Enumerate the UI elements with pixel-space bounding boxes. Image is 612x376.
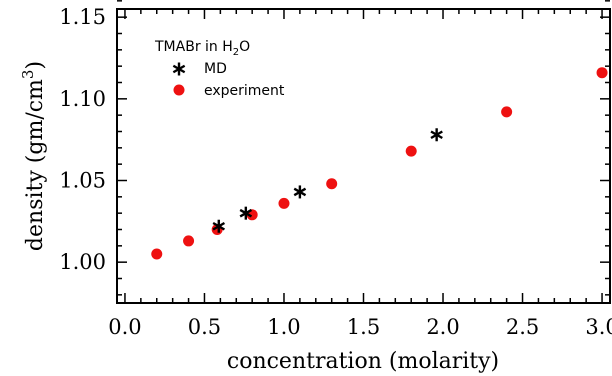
x-tick-label: 2.0 [426,315,459,339]
legend: TMABr in H2O MD experiment [154,39,285,99]
x-tick-label: 1.0 [267,315,300,339]
experiment-point [501,106,513,118]
y-axis-title-superscript: 3 [19,70,37,80]
tick-labels: 0.0 0.5 1.0 1.5 2.0 2.5 3.0 1.00 1.05 1.10 1.15 [59,5,612,339]
asterisk-stroke [293,187,307,197]
legend-title-main: TMABr in H [154,39,233,55]
y-axis-title-end: ) [23,61,48,70]
y-axis-title-main: density (gm/cm [23,79,48,251]
legend-md-label: MD [204,61,227,77]
x-tick-label: 2.5 [506,315,539,339]
legend-md-marker [172,62,186,76]
asterisk-stroke [212,221,226,231]
x-axis-title: concentration (molarity) [227,349,499,374]
x-tick-label: 0.0 [108,315,141,339]
legend-experiment-marker [173,84,185,96]
y-tick-label: 1.15 [59,5,106,29]
md-point [212,219,226,233]
experiment-point [405,145,417,157]
experiment-point [596,67,608,79]
experiment-point [278,197,290,209]
axis-ticks [117,0,610,303]
x-tick-label: 3.0 [585,315,612,339]
legend-experiment-label: experiment [204,83,285,99]
md-point [239,206,253,220]
experiment-point [183,235,195,247]
legend-title-end: O [239,39,250,55]
experiment-point [326,178,338,190]
legend-title-subscript: 2 [233,47,239,58]
legend-title: TMABr in H2O [154,39,250,58]
experiment-point [151,248,163,260]
asterisk-stroke [430,130,443,140]
y-tick-label: 1.00 [59,250,106,274]
data-points [151,67,608,260]
x-tick-label: 1.5 [347,315,380,339]
x-tick-label: 0.5 [188,315,221,339]
y-tick-label: 1.10 [59,87,106,111]
y-tick-label: 1.05 [59,169,106,193]
y-axis-title: density (gm/cm3) [19,61,48,251]
md-point [293,185,307,199]
asterisk-stroke [239,208,253,218]
md-point [430,128,443,142]
asterisk-stroke [172,64,186,74]
legend-md-asterisk [172,62,186,76]
